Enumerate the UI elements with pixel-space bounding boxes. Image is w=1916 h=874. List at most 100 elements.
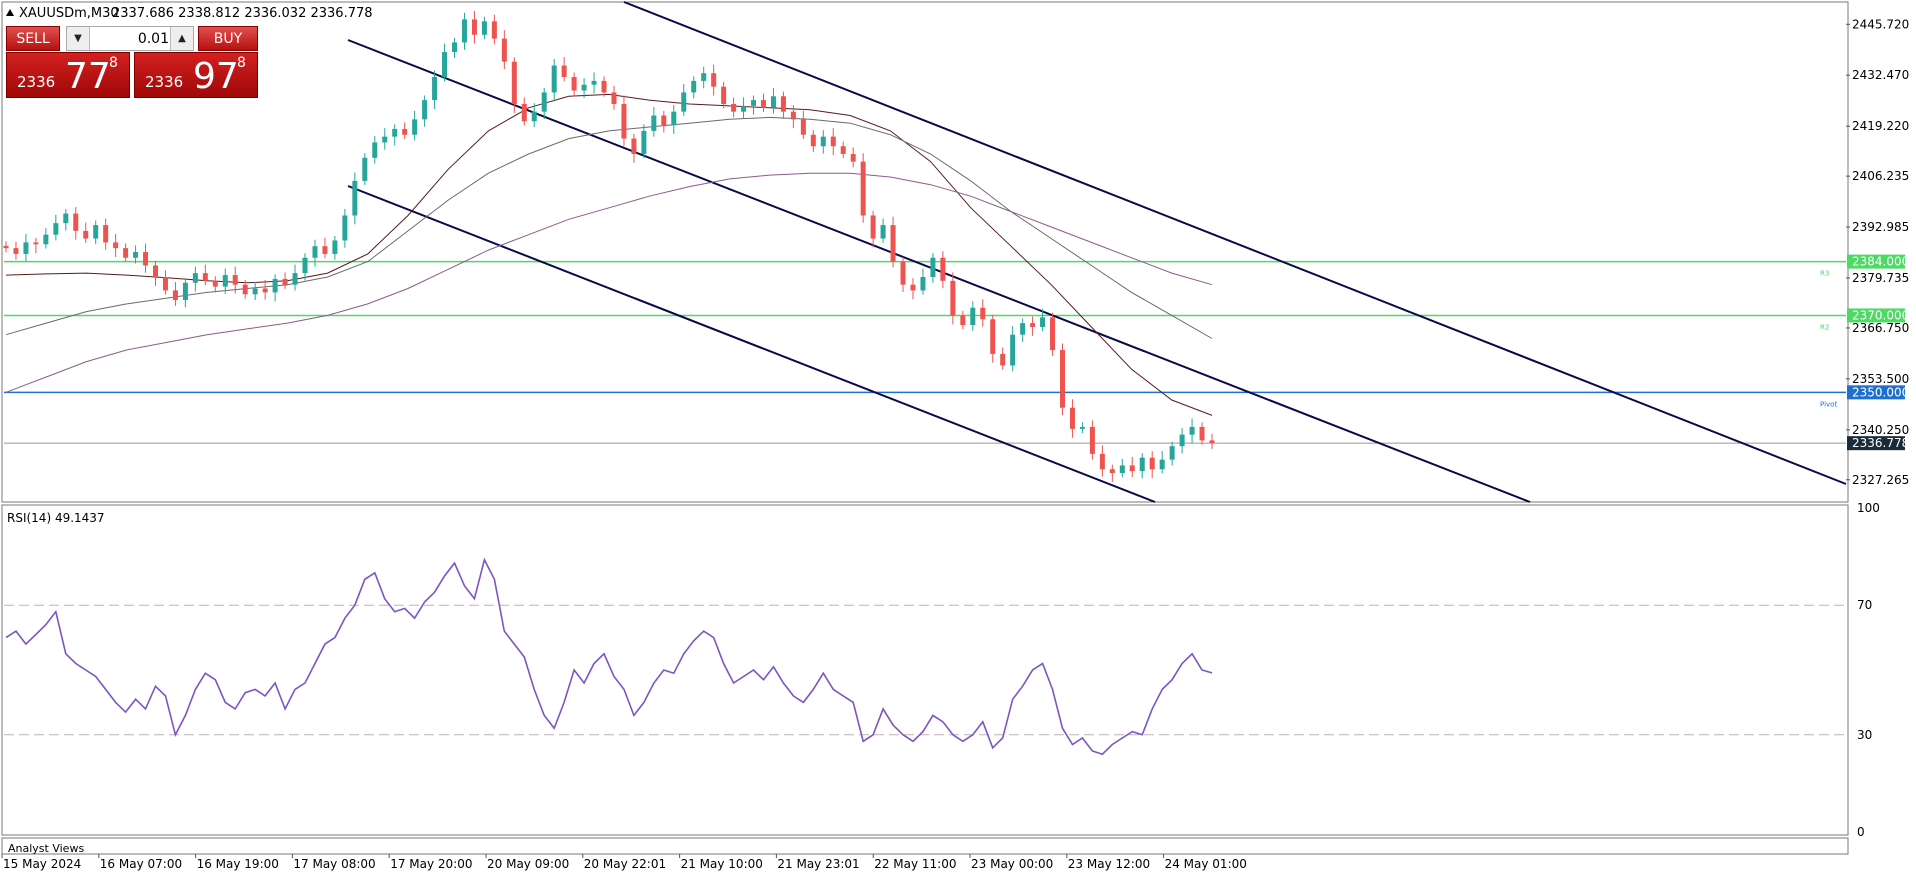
candle-body (860, 161, 866, 216)
candle-body (741, 105, 747, 112)
candle-body (202, 273, 208, 281)
candle-body (960, 315, 966, 326)
time-tick-label: 15 May 2024 (3, 857, 81, 871)
candle-body (1010, 334, 1016, 366)
candle-body (1189, 426, 1195, 435)
candle-body (53, 223, 59, 235)
lot-size-stepper[interactable]: ▼ ▲ (66, 26, 194, 51)
candle-body (731, 103, 737, 112)
level-tag: R2 (1820, 323, 1829, 331)
price-tick-label: 2392.985 (1852, 220, 1909, 234)
collapse-triangle-icon[interactable] (6, 9, 14, 16)
time-tick-label: 24 May 01:00 (1165, 857, 1247, 871)
candle-body (541, 92, 547, 112)
buy-price-main: 97 (193, 56, 239, 97)
candle-body (651, 115, 657, 131)
candle-body (113, 242, 119, 249)
sell-button[interactable]: SELL (6, 26, 60, 51)
lot-size-input[interactable] (91, 29, 169, 48)
candle-body (182, 282, 188, 301)
lot-decrease-icon[interactable]: ▼ (67, 27, 90, 50)
candle-body (372, 142, 378, 158)
sell-price-main: 77 (65, 56, 111, 97)
candle-body (1119, 465, 1125, 474)
candle-body (970, 307, 976, 326)
candle-body (721, 86, 727, 104)
trend-channel-line (347, 185, 1156, 503)
time-tick-label: 21 May 10:00 (681, 857, 763, 871)
candle-body (1030, 323, 1036, 327)
time-tick-label: 16 May 07:00 (100, 857, 182, 871)
candle-body (63, 213, 69, 224)
candle-body (452, 42, 458, 53)
candle-body (222, 275, 228, 287)
level-price-label: 2350.000 (1852, 385, 1909, 399)
trend-channel-line (623, 1, 1847, 485)
candle-body (561, 65, 567, 78)
candle-body (192, 273, 198, 283)
candle-body (272, 278, 278, 293)
candle-body (382, 136, 388, 143)
candle-body (33, 242, 39, 245)
level-price-badge (1847, 254, 1905, 269)
candle-body (980, 307, 986, 320)
price-tick-label: 2379.735 (1852, 271, 1909, 285)
rsi-line (5, 557, 1213, 756)
candle-body (332, 240, 338, 254)
candle-body (810, 134, 816, 147)
candle-body (611, 92, 617, 104)
candle-body (760, 100, 766, 108)
candle-body (172, 290, 178, 301)
moving-average-line (5, 172, 1213, 393)
price-tick-label: 2353.500 (1852, 372, 1909, 386)
rsi-tick-label: 0 (1857, 825, 1865, 839)
candle-body (133, 252, 139, 258)
candle-body (790, 111, 796, 120)
candle-body (13, 248, 19, 254)
candle-body (870, 215, 876, 239)
candle-body (1079, 426, 1085, 429)
candle-body (1199, 426, 1205, 441)
time-tick-label: 23 May 12:00 (1068, 857, 1150, 871)
candle-body (1209, 440, 1215, 444)
candle-body (641, 130, 647, 154)
candle-body (93, 225, 99, 239)
time-tick-label: 17 May 20:00 (390, 857, 472, 871)
price-tick-label: 2445.720 (1852, 17, 1909, 31)
candle-body (1020, 323, 1026, 335)
candle-body (591, 80, 597, 85)
candle-body (840, 146, 846, 154)
buy-button[interactable]: BUY (198, 26, 258, 51)
candle-body (123, 248, 129, 258)
candle-body (501, 38, 507, 62)
candle-body (412, 119, 418, 135)
rsi-tick-label: 100 (1857, 501, 1880, 515)
buy-price-box[interactable]: 2336 97 8 (134, 52, 258, 98)
sell-price-box[interactable]: 2336 77 8 (6, 52, 130, 98)
candle-body (83, 230, 89, 239)
candle-body (153, 265, 159, 277)
candle-body (511, 61, 517, 104)
level-tag: R3 (1820, 270, 1829, 278)
analyst-views-label: Analyst Views (8, 842, 84, 855)
price-tick-label: 2340.250 (1852, 423, 1909, 437)
candle-body (212, 280, 218, 287)
trend-channel-line (347, 39, 1531, 503)
candle-body (940, 257, 946, 281)
candle-body (631, 138, 637, 154)
candle-body (491, 21, 497, 39)
price-tick-label: 2327.265 (1852, 473, 1909, 487)
candle-body (422, 100, 428, 120)
candle-body (691, 80, 697, 93)
time-tick-label: 20 May 09:00 (487, 857, 569, 871)
candle-body (362, 157, 368, 181)
candle-body (302, 257, 308, 274)
rsi-tick-label: 70 (1857, 598, 1872, 612)
lot-increase-icon[interactable]: ▲ (170, 27, 193, 50)
buy-price-prefix: 2336 (145, 73, 184, 91)
candle-body (950, 280, 956, 316)
candle-body (1089, 426, 1095, 454)
channel-lines (347, 1, 1847, 503)
candle-body (920, 276, 926, 291)
time-tick-label: 16 May 19:00 (197, 857, 279, 871)
